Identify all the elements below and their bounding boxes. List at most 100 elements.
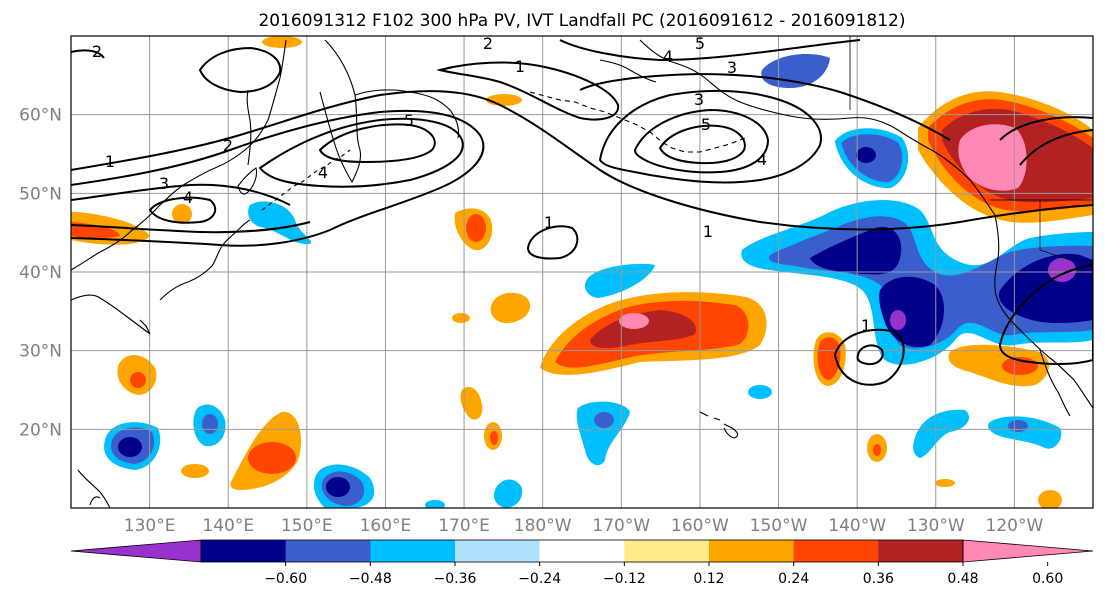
- longitude-labels: 130°E 140°E 150°E 160°E 170°E 180°W 170°W 160°W…: [124, 516, 1044, 536]
- contour-value-label: 1: [703, 222, 713, 241]
- contour-line: [526, 225, 579, 260]
- anomaly-patch: [118, 437, 142, 457]
- colorbar-segment: [370, 540, 456, 562]
- longitude-tick-label: 130°W: [907, 516, 965, 536]
- longitude-tick-label: 180°W: [514, 516, 572, 536]
- contour-value-label: 3: [694, 90, 704, 109]
- contour-value-label: 1: [515, 57, 525, 76]
- coastline-china: [71, 294, 151, 335]
- longitude-tick-label: 120°W: [986, 516, 1044, 536]
- anomaly-patch: [130, 372, 146, 388]
- contour-line: [999, 116, 1093, 141]
- colorbar-tick-label: 0.48: [947, 571, 978, 587]
- contour-line: [633, 108, 770, 174]
- latitude-tick-label: 50°N: [19, 184, 62, 204]
- colorbar-tick-label: 0.36: [863, 571, 894, 587]
- anomaly-patch: [987, 416, 1062, 449]
- anomaly-patch: [913, 409, 970, 458]
- contour-line: [318, 123, 436, 164]
- anomaly-patch: [748, 385, 772, 399]
- contour-line: [833, 328, 905, 386]
- colorbar-segment: [455, 540, 541, 562]
- contour-value-label: 1: [861, 316, 871, 335]
- anomaly-patch: [873, 444, 881, 456]
- contour-value-label: 5: [695, 34, 705, 53]
- coastline-aleutians: [529, 91, 746, 153]
- anomaly-patch: [452, 313, 470, 323]
- latitude-labels: 20°N 30°N 40°N 50°N 60°N: [19, 106, 62, 441]
- border-states: [1039, 200, 1093, 261]
- anomaly-patch: [594, 412, 614, 428]
- anomaly-patch: [326, 477, 350, 497]
- colorbar-extend-max: [962, 539, 1094, 563]
- longitude-tick-label: 170°W: [592, 516, 650, 536]
- anomaly-patch: [590, 310, 696, 348]
- anomaly-patch: [172, 204, 192, 224]
- anomaly-patch: [425, 500, 445, 508]
- contour-line: [71, 90, 1093, 231]
- colorbar-tick-label: −0.24: [518, 571, 561, 587]
- longitude-tick-label: 140°E: [202, 516, 254, 536]
- contour-value-label: 1: [544, 213, 554, 232]
- coastlines: [71, 36, 1093, 508]
- colorbar-tick-label: 0.12: [693, 571, 724, 587]
- contour-line: [856, 344, 884, 366]
- anomaly-patch: [490, 292, 531, 324]
- colorbar-tick-label: −0.60: [264, 571, 307, 587]
- contour-line: [658, 124, 746, 165]
- contour-value-label: 2: [92, 42, 102, 61]
- longitude-tick-label: 160°E: [360, 516, 412, 536]
- contour-line: [71, 109, 485, 247]
- coastline-sakhalin: [246, 89, 252, 166]
- colorbar-tick-label: 0.60: [1032, 571, 1063, 587]
- anomaly-patch: [490, 431, 498, 445]
- colorbar-tick-label: −0.36: [434, 571, 477, 587]
- coastline-kamchatka: [319, 39, 362, 184]
- pv-anomaly-shading: [71, 36, 1093, 508]
- colorbar-segment: [709, 540, 795, 562]
- coastline-alaska-west: [599, 59, 657, 83]
- anomaly-patch: [202, 414, 218, 434]
- pv-contours: [71, 39, 1093, 386]
- contour-value-label: 4: [318, 163, 328, 182]
- anomaly-patch: [262, 36, 302, 48]
- anomaly-patch: [834, 128, 909, 189]
- contour-value-label: 4: [183, 188, 193, 207]
- anomaly-patch: [1038, 490, 1062, 508]
- anomaly-patch: [1048, 258, 1076, 282]
- coastline-philippines: [77, 469, 111, 508]
- contour-line: [71, 221, 311, 234]
- contour-line: [71, 183, 291, 206]
- anomaly-patch: [493, 479, 523, 508]
- contour-value-label: 2: [223, 136, 233, 155]
- coastline-ryukyu: [139, 319, 151, 335]
- contour-value-label: 4: [757, 150, 767, 169]
- contour-value-label: 2: [483, 34, 493, 53]
- contour-value-label: 3: [159, 174, 169, 193]
- contour-line: [1019, 129, 1093, 166]
- coastline-north-america: [994, 214, 1093, 409]
- longitude-tick-label: 150°E: [281, 516, 333, 536]
- colorbar-extend-min: [70, 539, 202, 563]
- anomaly-patch: [948, 344, 1050, 387]
- contour-line: [148, 196, 217, 224]
- coastline-japan: [159, 219, 251, 301]
- colorbar-segment: [285, 540, 371, 562]
- coastline-hokkaido: [237, 167, 258, 195]
- contour-line: [436, 61, 620, 121]
- colorbar-segment: [624, 540, 710, 562]
- coastline-alaska: [639, 39, 996, 216]
- anomaly-patch: [817, 337, 841, 380]
- anomaly-patch: [486, 94, 522, 106]
- contour-line: [598, 89, 822, 184]
- anomaly-patch: [1008, 420, 1028, 432]
- contour-value-label: 1: [105, 152, 115, 171]
- anomaly-patch: [181, 464, 209, 478]
- contour-line: [258, 117, 464, 188]
- latitude-tick-label: 20°N: [19, 420, 62, 440]
- anomaly-patch: [935, 479, 955, 487]
